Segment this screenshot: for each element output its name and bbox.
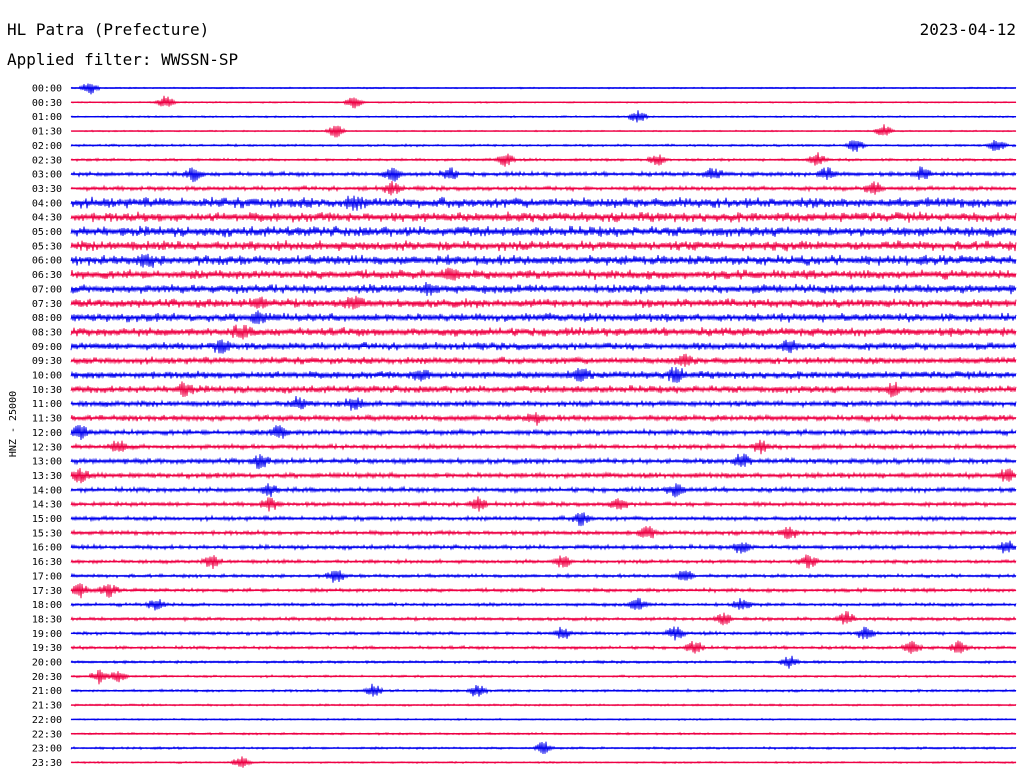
row-time-label: 15:00: [32, 514, 62, 525]
row-time-label: 19:30: [32, 643, 62, 654]
row-time-label: 03:00: [32, 170, 62, 181]
row-time-label: 04:00: [32, 198, 62, 209]
trace-line: [70, 83, 1017, 95]
row-time-label: 06:30: [32, 270, 62, 281]
row-time-label: 20:00: [32, 658, 62, 669]
row-time-label: 03:30: [32, 184, 62, 195]
row-time-label: 17:30: [32, 586, 62, 597]
row-time-label: 07:30: [32, 299, 62, 310]
row-time-label: 18:00: [32, 600, 62, 611]
row-time-label: 09:00: [32, 342, 62, 353]
row-time-label: 14:30: [32, 500, 62, 511]
row-time-label: 20:30: [32, 672, 62, 683]
row-time-label: 14:00: [32, 485, 62, 496]
row-time-label: 12:00: [32, 428, 62, 439]
date-label: 2023-04-12: [919, 20, 1016, 39]
row-time-label: 15:30: [32, 528, 62, 539]
row-time-label: 02:00: [32, 141, 62, 152]
row-time-label: 04:30: [32, 213, 62, 224]
tick-label-group: 00:00 00:30 01:00 01:30 02:00 02:30 03:00 03:30…: [32, 84, 62, 769]
row-time-label: 22:00: [32, 715, 62, 726]
row-time-label: 23:30: [32, 758, 62, 769]
row-time-label: 05:30: [32, 241, 62, 252]
row-time-label: 21:30: [32, 701, 62, 712]
y-axis-label: HNZ - 25000: [8, 391, 19, 457]
row-time-label: 22:30: [32, 729, 62, 740]
row-time-label: 06:00: [32, 256, 62, 267]
row-time-label: 10:30: [32, 385, 62, 396]
trace-line: [70, 412, 1017, 426]
filter-label: Applied filter: WWSSN-SP: [7, 50, 239, 69]
row-time-label: 02:30: [32, 155, 62, 166]
row-time-label: 01:00: [32, 112, 62, 123]
row-time-label: 00:30: [32, 98, 62, 109]
row-time-label: 10:00: [32, 371, 62, 382]
row-time-label: 23:00: [32, 744, 62, 755]
row-time-label: 18:30: [32, 614, 62, 625]
row-time-label: 16:30: [32, 557, 62, 568]
row-time-label: 05:00: [32, 227, 62, 238]
row-time-label: 17:00: [32, 571, 62, 582]
row-time-label: 01:30: [32, 127, 62, 138]
row-time-label: 11:00: [32, 399, 62, 410]
row-time-label: 19:00: [32, 629, 62, 640]
trace-group: [70, 83, 1017, 768]
row-time-label: 11:30: [32, 414, 62, 425]
row-time-label: 16:00: [32, 543, 62, 554]
row-time-label: 08:00: [32, 313, 62, 324]
trace-line: [70, 611, 1017, 626]
row-time-label: 12:30: [32, 442, 62, 453]
trace-line: [70, 225, 1017, 238]
row-time-label: 13:00: [32, 457, 62, 468]
trace-line: [70, 324, 1017, 340]
row-time-label: 00:00: [32, 84, 62, 95]
station-title: HL Patra (Prefecture): [7, 20, 210, 39]
row-time-label: 21:00: [32, 686, 62, 697]
row-time-label: 08:30: [32, 327, 62, 338]
trace-line: [70, 512, 1017, 527]
row-time-label: 13:30: [32, 471, 62, 482]
row-time-label: 09:30: [32, 356, 62, 367]
row-time-label: 07:00: [32, 284, 62, 295]
